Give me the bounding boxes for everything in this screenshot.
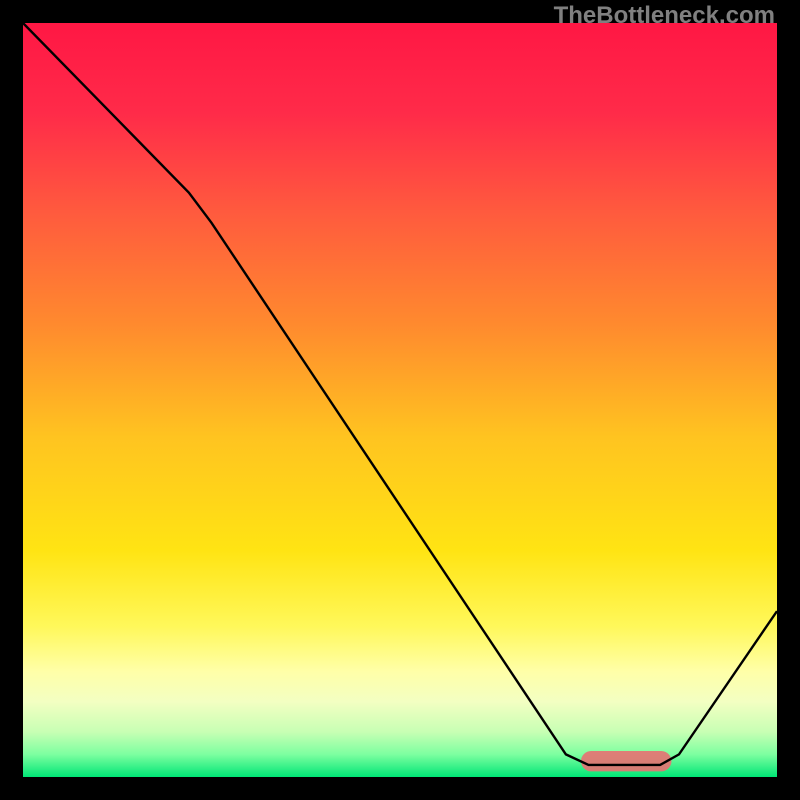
- curve-layer: [23, 23, 777, 777]
- bottleneck-curve: [23, 23, 777, 765]
- chart-frame: TheBottleneck.com: [0, 0, 800, 800]
- watermark-text: TheBottleneck.com: [554, 2, 775, 30]
- plot-area: [23, 23, 777, 777]
- optimum-marker: [581, 751, 671, 771]
